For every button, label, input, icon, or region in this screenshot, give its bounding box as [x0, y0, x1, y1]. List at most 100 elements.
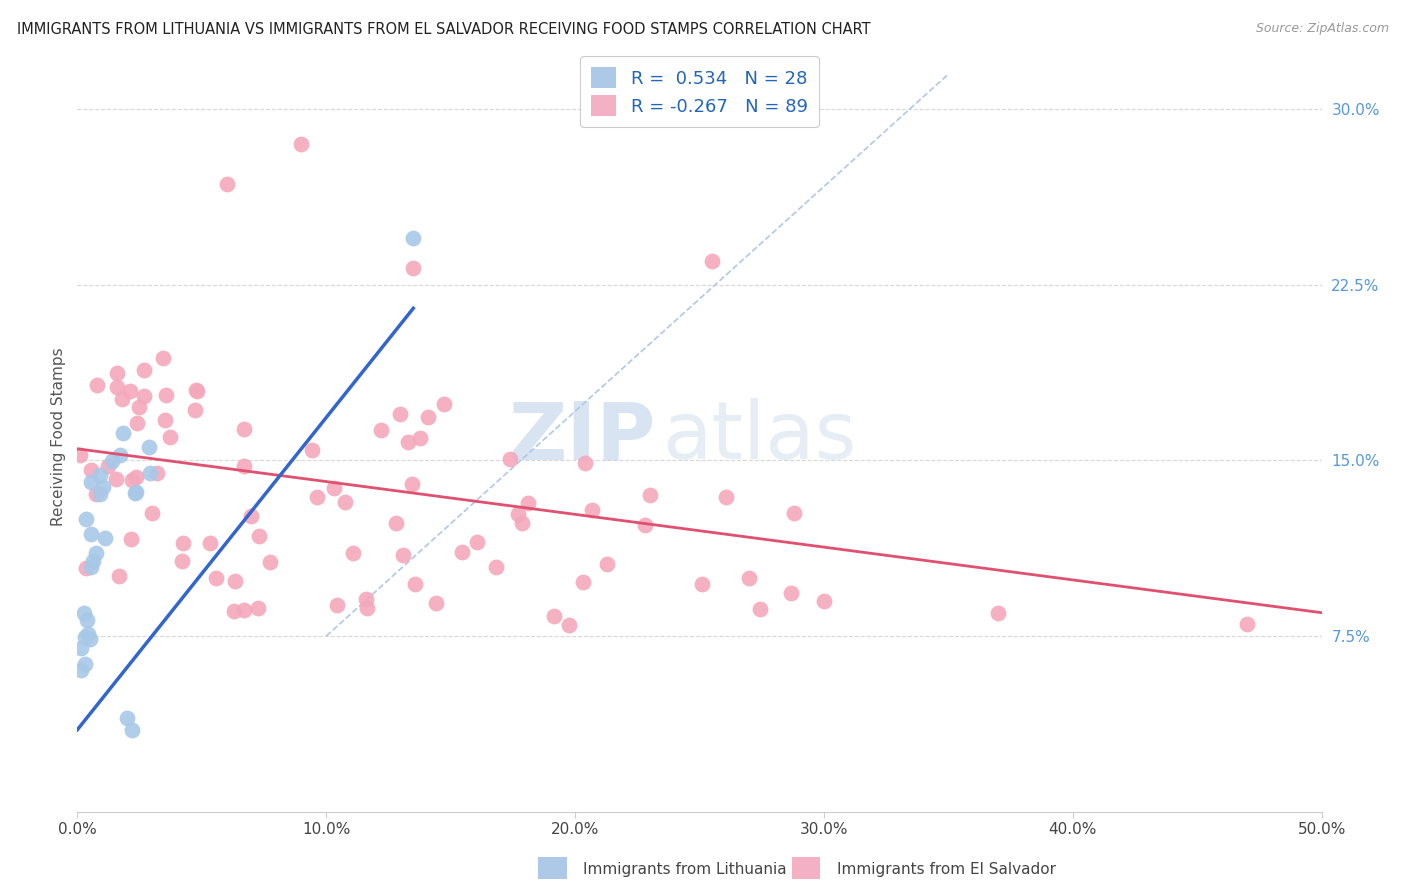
Point — [155, 388, 177, 402]
Point — [139, 467, 162, 481]
Point — [572, 575, 595, 590]
Point — [485, 560, 508, 574]
Point — [152, 351, 174, 365]
Point — [107, 380, 129, 394]
Point — [75, 512, 97, 526]
Point — [69, 448, 91, 462]
Point — [558, 617, 581, 632]
Point — [391, 549, 413, 563]
Point — [76, 627, 98, 641]
Point — [108, 448, 131, 462]
Point — [499, 451, 522, 466]
Point — [69, 641, 91, 656]
Text: Source: ZipAtlas.com: Source: ZipAtlas.com — [1256, 22, 1389, 36]
Point — [232, 603, 254, 617]
Point — [301, 443, 323, 458]
Point — [146, 466, 169, 480]
Point — [516, 496, 538, 510]
Point — [409, 431, 432, 445]
Point — [186, 383, 208, 397]
Point — [125, 470, 148, 484]
Point — [108, 569, 131, 583]
Point — [138, 440, 160, 454]
Point — [79, 632, 101, 647]
Point — [73, 630, 96, 644]
Point — [153, 412, 176, 426]
Point — [748, 601, 770, 615]
Point — [404, 577, 426, 591]
Point — [239, 509, 262, 524]
Point — [127, 417, 149, 431]
Point — [402, 231, 425, 245]
Point — [354, 592, 377, 607]
Point — [987, 606, 1010, 620]
Text: atlas: atlas — [662, 398, 856, 476]
Point — [402, 261, 425, 276]
Point — [465, 535, 488, 549]
Point — [120, 384, 142, 398]
Point — [596, 558, 619, 572]
Point — [80, 560, 103, 574]
Point — [69, 664, 91, 678]
Point — [186, 384, 208, 398]
Point — [1236, 617, 1258, 632]
Point — [246, 600, 269, 615]
Point — [101, 454, 124, 468]
Point — [396, 435, 419, 450]
Point — [86, 378, 108, 392]
Point — [80, 475, 103, 490]
Point — [305, 490, 328, 504]
Point — [107, 366, 129, 380]
Point — [370, 423, 392, 437]
Point — [124, 485, 146, 500]
Point — [115, 711, 138, 725]
Point — [184, 402, 207, 417]
Point — [581, 503, 603, 517]
Text: Immigrants from Lithuania: Immigrants from Lithuania — [583, 863, 787, 877]
Point — [105, 472, 128, 486]
Point — [433, 396, 456, 410]
Point — [198, 536, 221, 550]
Text: Immigrants from El Salvador: Immigrants from El Salvador — [837, 863, 1056, 877]
Point — [714, 490, 737, 504]
Point — [121, 474, 143, 488]
Point — [323, 481, 346, 495]
Point — [356, 600, 378, 615]
Point — [84, 546, 107, 560]
Point — [333, 495, 356, 509]
Point — [80, 527, 103, 541]
Text: IMMIGRANTS FROM LITHUANIA VS IMMIGRANTS FROM EL SALVADOR RECEIVING FOOD STAMPS C: IMMIGRANTS FROM LITHUANIA VS IMMIGRANTS … — [17, 22, 870, 37]
Point — [401, 477, 423, 491]
Point — [111, 392, 134, 407]
Text: ZIP: ZIP — [509, 398, 657, 476]
Point — [76, 613, 98, 627]
Point — [700, 254, 723, 268]
Point — [640, 488, 662, 502]
Point — [416, 410, 439, 425]
Point — [247, 529, 270, 543]
Y-axis label: Receiving Food Stamps: Receiving Food Stamps — [51, 348, 66, 526]
Point — [779, 585, 801, 599]
Point — [222, 604, 245, 618]
Point — [84, 487, 107, 501]
Point — [543, 609, 565, 624]
Point — [120, 532, 142, 546]
Point — [738, 571, 761, 585]
Point — [73, 606, 96, 620]
Legend: R =  0.534   N = 28, R = -0.267   N = 89: R = 0.534 N = 28, R = -0.267 N = 89 — [581, 56, 818, 127]
Point — [172, 536, 194, 550]
Point — [80, 463, 103, 477]
Point — [172, 554, 194, 568]
Point — [325, 598, 347, 612]
Point — [290, 137, 312, 152]
Point — [574, 456, 596, 470]
Point — [141, 506, 163, 520]
Point — [224, 574, 246, 589]
Point — [690, 577, 713, 591]
Point — [425, 596, 447, 610]
Point — [128, 400, 150, 414]
Point — [89, 468, 111, 483]
Point — [91, 480, 114, 494]
Point — [75, 561, 97, 575]
Point — [132, 389, 155, 403]
